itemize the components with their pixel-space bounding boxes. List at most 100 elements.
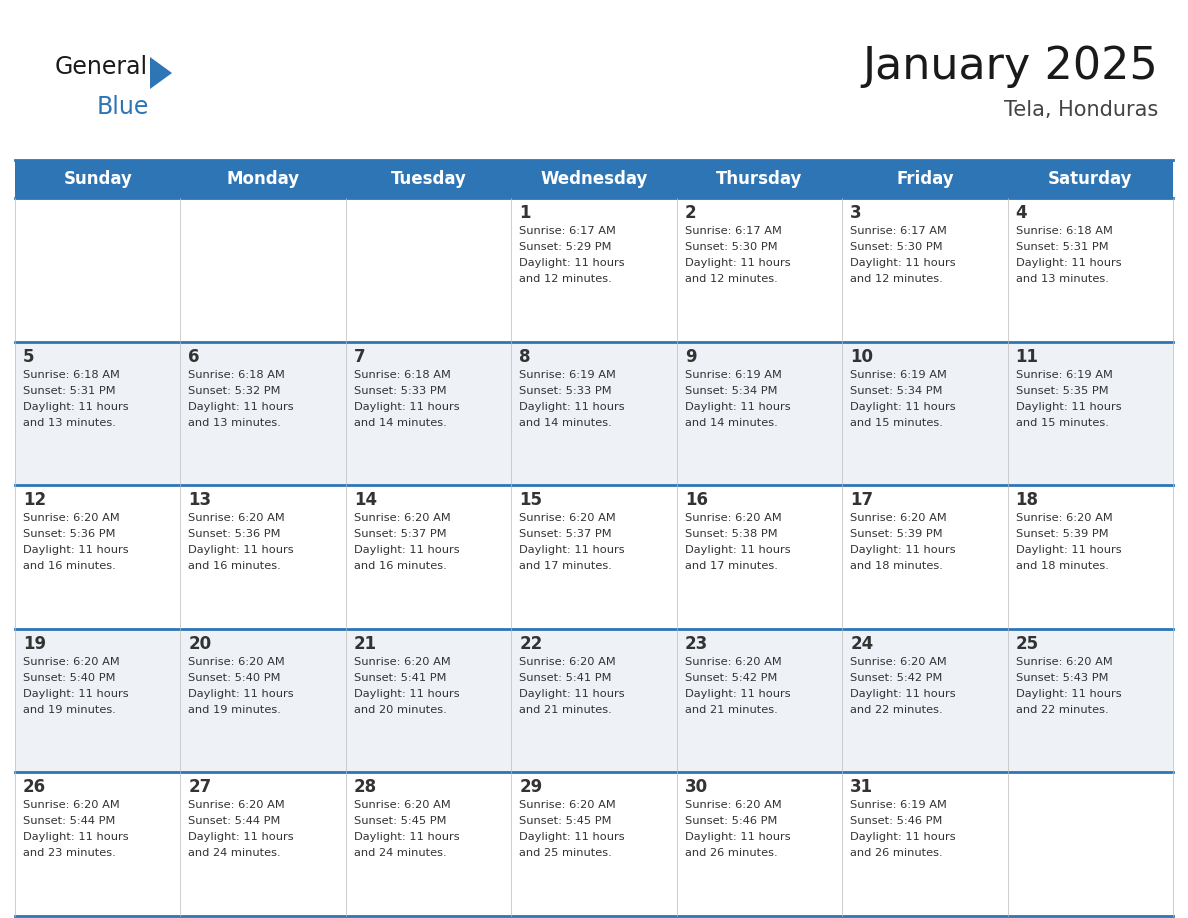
Text: and 21 minutes.: and 21 minutes. <box>684 705 777 715</box>
Text: Daylight: 11 hours: Daylight: 11 hours <box>354 545 460 555</box>
Text: Sunset: 5:31 PM: Sunset: 5:31 PM <box>1016 242 1108 252</box>
Text: Daylight: 11 hours: Daylight: 11 hours <box>851 401 956 411</box>
Text: Sunrise: 6:20 AM: Sunrise: 6:20 AM <box>354 800 450 811</box>
Text: Sunrise: 6:20 AM: Sunrise: 6:20 AM <box>1016 656 1112 666</box>
Text: and 24 minutes.: and 24 minutes. <box>354 848 447 858</box>
Text: Sunset: 5:45 PM: Sunset: 5:45 PM <box>519 816 612 826</box>
Text: Daylight: 11 hours: Daylight: 11 hours <box>851 258 956 268</box>
Text: Sunset: 5:39 PM: Sunset: 5:39 PM <box>851 529 943 539</box>
Text: Daylight: 11 hours: Daylight: 11 hours <box>1016 258 1121 268</box>
Text: 15: 15 <box>519 491 542 509</box>
Text: and 16 minutes.: and 16 minutes. <box>354 561 447 571</box>
Text: 12: 12 <box>23 491 46 509</box>
Bar <box>1007 341 1173 486</box>
Text: 27: 27 <box>189 778 211 797</box>
Text: Sunrise: 6:17 AM: Sunrise: 6:17 AM <box>684 226 782 236</box>
Bar <box>15 629 181 772</box>
Bar <box>511 486 677 629</box>
Text: Sunday: Sunday <box>63 170 132 188</box>
Bar <box>842 341 1007 486</box>
Text: Daylight: 11 hours: Daylight: 11 hours <box>519 688 625 699</box>
Bar <box>346 160 511 198</box>
Bar <box>842 198 1007 341</box>
Text: Friday: Friday <box>896 170 954 188</box>
Text: Sunrise: 6:20 AM: Sunrise: 6:20 AM <box>189 656 285 666</box>
Text: Sunset: 5:30 PM: Sunset: 5:30 PM <box>684 242 777 252</box>
Text: 5: 5 <box>23 348 34 365</box>
Text: 26: 26 <box>23 778 46 797</box>
Text: Sunset: 5:37 PM: Sunset: 5:37 PM <box>519 529 612 539</box>
Bar <box>181 486 346 629</box>
Text: Sunrise: 6:19 AM: Sunrise: 6:19 AM <box>851 800 947 811</box>
Text: and 22 minutes.: and 22 minutes. <box>1016 705 1108 715</box>
Text: Sunset: 5:42 PM: Sunset: 5:42 PM <box>684 673 777 683</box>
Text: and 15 minutes.: and 15 minutes. <box>851 418 943 428</box>
Bar <box>181 160 346 198</box>
Text: General: General <box>55 55 148 79</box>
Text: 31: 31 <box>851 778 873 797</box>
Text: and 26 minutes.: and 26 minutes. <box>851 848 943 858</box>
Text: Daylight: 11 hours: Daylight: 11 hours <box>354 833 460 843</box>
Text: Sunrise: 6:19 AM: Sunrise: 6:19 AM <box>1016 370 1112 380</box>
Text: and 14 minutes.: and 14 minutes. <box>519 418 612 428</box>
Text: Sunrise: 6:20 AM: Sunrise: 6:20 AM <box>23 513 120 523</box>
Text: Daylight: 11 hours: Daylight: 11 hours <box>189 833 295 843</box>
Bar <box>181 341 346 486</box>
Text: Sunset: 5:41 PM: Sunset: 5:41 PM <box>519 673 612 683</box>
Text: and 13 minutes.: and 13 minutes. <box>1016 274 1108 284</box>
Text: Daylight: 11 hours: Daylight: 11 hours <box>851 833 956 843</box>
Bar <box>842 486 1007 629</box>
Bar <box>842 160 1007 198</box>
Text: Sunset: 5:37 PM: Sunset: 5:37 PM <box>354 529 447 539</box>
Text: Sunrise: 6:18 AM: Sunrise: 6:18 AM <box>1016 226 1112 236</box>
Text: and 18 minutes.: and 18 minutes. <box>851 561 943 571</box>
Text: Sunset: 5:36 PM: Sunset: 5:36 PM <box>189 529 280 539</box>
Text: Sunrise: 6:20 AM: Sunrise: 6:20 AM <box>519 513 617 523</box>
Bar <box>15 160 181 198</box>
Text: 23: 23 <box>684 635 708 653</box>
Text: Sunset: 5:34 PM: Sunset: 5:34 PM <box>851 386 942 396</box>
Text: Sunset: 5:40 PM: Sunset: 5:40 PM <box>189 673 280 683</box>
Text: Tela, Honduras: Tela, Honduras <box>1004 100 1158 120</box>
Bar <box>181 629 346 772</box>
Text: 7: 7 <box>354 348 366 365</box>
Text: Daylight: 11 hours: Daylight: 11 hours <box>519 545 625 555</box>
Text: 6: 6 <box>189 348 200 365</box>
Text: Daylight: 11 hours: Daylight: 11 hours <box>851 688 956 699</box>
Text: 14: 14 <box>354 491 377 509</box>
Text: 25: 25 <box>1016 635 1038 653</box>
Text: 3: 3 <box>851 204 861 222</box>
Text: Sunset: 5:38 PM: Sunset: 5:38 PM <box>684 529 777 539</box>
Text: and 26 minutes.: and 26 minutes. <box>684 848 777 858</box>
Text: Daylight: 11 hours: Daylight: 11 hours <box>189 401 295 411</box>
Bar <box>677 341 842 486</box>
Text: 24: 24 <box>851 635 873 653</box>
Text: Daylight: 11 hours: Daylight: 11 hours <box>1016 401 1121 411</box>
Text: Sunset: 5:29 PM: Sunset: 5:29 PM <box>519 242 612 252</box>
Text: Daylight: 11 hours: Daylight: 11 hours <box>519 833 625 843</box>
Text: Daylight: 11 hours: Daylight: 11 hours <box>1016 688 1121 699</box>
Text: Sunset: 5:31 PM: Sunset: 5:31 PM <box>23 386 115 396</box>
Text: and 21 minutes.: and 21 minutes. <box>519 705 612 715</box>
Bar <box>1007 629 1173 772</box>
Text: and 13 minutes.: and 13 minutes. <box>189 418 282 428</box>
Bar <box>346 486 511 629</box>
Text: Sunset: 5:43 PM: Sunset: 5:43 PM <box>1016 673 1108 683</box>
Text: 16: 16 <box>684 491 708 509</box>
Bar <box>15 341 181 486</box>
Text: 17: 17 <box>851 491 873 509</box>
Text: 19: 19 <box>23 635 46 653</box>
Text: January 2025: January 2025 <box>862 45 1158 88</box>
Text: and 16 minutes.: and 16 minutes. <box>23 561 115 571</box>
Text: Sunset: 5:42 PM: Sunset: 5:42 PM <box>851 673 942 683</box>
Bar <box>511 772 677 916</box>
Text: and 12 minutes.: and 12 minutes. <box>519 274 612 284</box>
Text: and 20 minutes.: and 20 minutes. <box>354 705 447 715</box>
Text: Sunset: 5:35 PM: Sunset: 5:35 PM <box>1016 386 1108 396</box>
Text: Sunrise: 6:20 AM: Sunrise: 6:20 AM <box>189 800 285 811</box>
Text: Sunset: 5:45 PM: Sunset: 5:45 PM <box>354 816 447 826</box>
Text: Sunrise: 6:18 AM: Sunrise: 6:18 AM <box>354 370 450 380</box>
Text: Sunrise: 6:20 AM: Sunrise: 6:20 AM <box>851 513 947 523</box>
Text: Daylight: 11 hours: Daylight: 11 hours <box>189 545 295 555</box>
Bar <box>842 629 1007 772</box>
